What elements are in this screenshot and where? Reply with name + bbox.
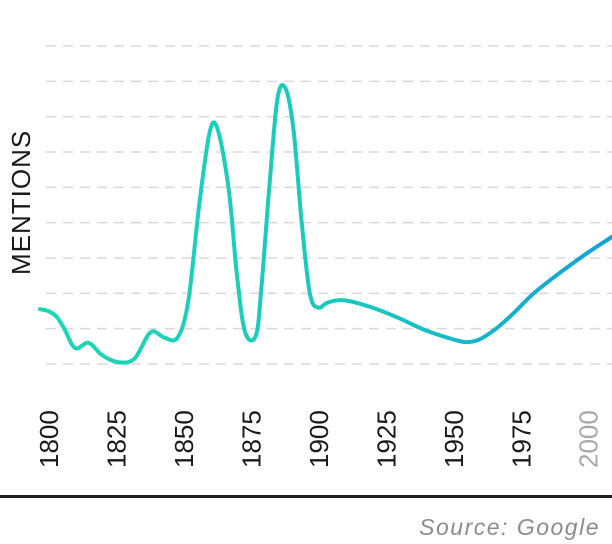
x-tick-label: 1975 xyxy=(506,410,536,468)
x-tick-label: 1800 xyxy=(34,410,64,468)
x-tick-label: 1900 xyxy=(304,410,334,468)
x-axis-baseline xyxy=(0,495,612,498)
grid xyxy=(46,45,612,365)
series-layer xyxy=(38,83,612,365)
y-axis-label: MENTIONS xyxy=(6,130,36,275)
x-tick-label: 1850 xyxy=(169,410,199,468)
source-note: Source: Google xyxy=(419,514,600,540)
x-tick-label: 1950 xyxy=(439,410,469,468)
x-axis-tick-labels: 1800 1825 1850 1875 1900 1925 1950 1975 2000 xyxy=(34,410,604,468)
x-tick-label: 1875 xyxy=(237,410,267,468)
series-line xyxy=(38,83,612,365)
x-tick-label: 1825 xyxy=(102,410,132,468)
x-tick-label: 1925 xyxy=(371,410,401,468)
x-tick-label: 2000 xyxy=(574,410,604,468)
